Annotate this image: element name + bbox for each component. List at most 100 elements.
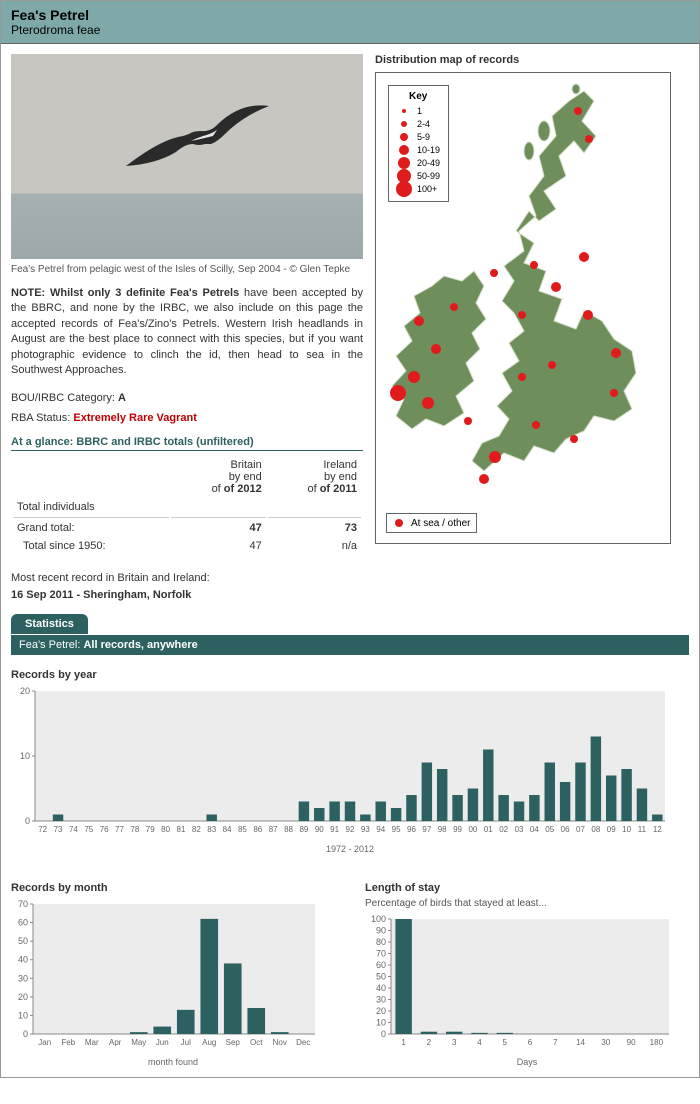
- photo-caption: Fea's Petrel from pelagic west of the Is…: [11, 263, 363, 276]
- month-chart-title: Records by month: [11, 882, 335, 894]
- svg-text:88: 88: [284, 825, 293, 834]
- svg-text:10: 10: [376, 1018, 386, 1028]
- svg-text:73: 73: [54, 825, 63, 834]
- glance-col1-header: Britainby endof of 2012: [171, 457, 265, 497]
- svg-text:Apr: Apr: [109, 1038, 122, 1047]
- svg-text:0: 0: [381, 1029, 386, 1039]
- svg-text:30: 30: [376, 995, 386, 1005]
- status-label: RBA Status:: [11, 412, 70, 424]
- category-line: BOU/IRBC Category: A: [11, 392, 363, 404]
- svg-text:10: 10: [20, 751, 30, 761]
- svg-text:20: 20: [20, 686, 30, 696]
- stats-bar-text: All records, anywhere: [83, 639, 197, 651]
- svg-text:Nov: Nov: [273, 1038, 287, 1047]
- species-header: Fea's Petrel Pterodroma feae: [1, 1, 699, 44]
- legend-label: 1: [417, 106, 422, 116]
- year-chart-xlabel: 1972 - 2012: [11, 844, 689, 854]
- since-label: Total since 1950:: [13, 538, 169, 554]
- svg-text:82: 82: [192, 825, 201, 834]
- distribution-map: Key 12-45-910-1920-4950-99100+ At sea / …: [375, 72, 671, 544]
- svg-text:20: 20: [18, 992, 28, 1002]
- stay-chart-xlabel: Days: [365, 1057, 689, 1067]
- scientific-name: Pterodroma feae: [11, 23, 689, 37]
- tab-statistics[interactable]: Statistics: [11, 614, 88, 634]
- svg-text:Jan: Jan: [38, 1038, 51, 1047]
- stay-chart-title: Length of stay: [365, 882, 689, 894]
- svg-text:4: 4: [477, 1038, 482, 1047]
- svg-text:94: 94: [376, 825, 385, 834]
- stay-chart-col: Length of stay Percentage of birds that …: [365, 868, 689, 1067]
- svg-text:84: 84: [223, 825, 232, 834]
- svg-text:99: 99: [453, 825, 462, 834]
- svg-text:92: 92: [346, 825, 355, 834]
- species-note: NOTE: Whilst only 3 definite Fea's Petre…: [11, 286, 363, 378]
- svg-text:85: 85: [238, 825, 247, 834]
- svg-text:96: 96: [407, 825, 416, 834]
- recent-label: Most recent record in Britain and Irelan…: [11, 572, 210, 584]
- svg-text:02: 02: [499, 825, 508, 834]
- svg-text:Sep: Sep: [226, 1038, 241, 1047]
- svg-text:70: 70: [18, 899, 28, 909]
- stats-bar-prefix: Fea's Petrel:: [19, 639, 80, 651]
- legend-label: 100+: [417, 184, 437, 194]
- svg-text:11: 11: [638, 825, 647, 834]
- svg-text:05: 05: [545, 825, 554, 834]
- svg-text:89: 89: [299, 825, 308, 834]
- svg-text:7: 7: [553, 1038, 558, 1047]
- main-content: Fea's Petrel from pelagic west of the Is…: [1, 44, 699, 613]
- svg-text:0: 0: [25, 816, 30, 826]
- legend-label: 20-49: [417, 158, 440, 168]
- right-column: Distribution map of records Key 12-45-91…: [375, 54, 689, 603]
- legend-row: 100+: [395, 182, 440, 195]
- month-chart-xlabel: month found: [11, 1057, 335, 1067]
- month-chart-col: Records by month 010203040506070JanFebMa…: [11, 868, 335, 1067]
- svg-text:87: 87: [269, 825, 278, 834]
- svg-text:60: 60: [376, 960, 386, 970]
- svg-text:3: 3: [452, 1038, 457, 1047]
- svg-text:80: 80: [376, 937, 386, 947]
- svg-text:30: 30: [18, 974, 28, 984]
- atsea-legend: At sea / other: [386, 513, 477, 533]
- glance-col2-header: Irelandby endof of 2011: [268, 457, 361, 497]
- svg-text:20: 20: [376, 1006, 386, 1016]
- svg-text:May: May: [131, 1038, 146, 1047]
- map-title: Distribution map of records: [375, 54, 689, 66]
- records-by-year-chart: 0102072737475767778798081828384858687888…: [11, 685, 671, 835]
- year-chart-title: Records by year: [11, 669, 689, 681]
- length-of-stay-chart: 01020304050607080901001234567143090180: [365, 913, 675, 1048]
- svg-text:81: 81: [177, 825, 186, 834]
- legend-label: 5-9: [417, 132, 430, 142]
- svg-text:97: 97: [422, 825, 431, 834]
- left-column: Fea's Petrel from pelagic west of the Is…: [11, 54, 363, 603]
- recent-record: Most recent record in Britain and Irelan…: [11, 570, 363, 603]
- svg-text:07: 07: [576, 825, 585, 834]
- svg-text:Dec: Dec: [296, 1038, 310, 1047]
- svg-text:79: 79: [146, 825, 155, 834]
- glance-table: Britainby endof of 2012 Irelandby endof …: [11, 455, 363, 556]
- note-bold: NOTE: Whilst only 3 definite Fea's Petre…: [11, 287, 239, 299]
- svg-text:95: 95: [392, 825, 401, 834]
- tab-row: Statistics: [11, 613, 689, 635]
- svg-text:90: 90: [376, 926, 386, 936]
- svg-text:60: 60: [18, 918, 28, 928]
- svg-text:98: 98: [438, 825, 447, 834]
- svg-text:Aug: Aug: [202, 1038, 216, 1047]
- bird-silhouette-icon: [121, 104, 271, 174]
- note-rest: have been accepted by the BBRC, and none…: [11, 287, 363, 376]
- svg-text:77: 77: [115, 825, 124, 834]
- svg-text:1: 1: [401, 1038, 406, 1047]
- svg-text:6: 6: [528, 1038, 533, 1047]
- svg-text:72: 72: [38, 825, 47, 834]
- glance-heading: At a glance: BBRC and IRBC totals (unfil…: [11, 436, 363, 451]
- legend-label: 50-99: [417, 171, 440, 181]
- page-container: Fea's Petrel Pterodroma feae Fea's Petre…: [0, 0, 700, 1078]
- svg-text:78: 78: [130, 825, 139, 834]
- svg-text:06: 06: [561, 825, 570, 834]
- svg-text:90: 90: [315, 825, 324, 834]
- svg-text:180: 180: [650, 1038, 664, 1047]
- atsea-label: At sea / other: [411, 518, 470, 529]
- status-value: Extremely Rare Vagrant: [73, 412, 197, 424]
- svg-text:90: 90: [627, 1038, 636, 1047]
- svg-text:10: 10: [622, 825, 631, 834]
- common-name: Fea's Petrel: [11, 7, 689, 23]
